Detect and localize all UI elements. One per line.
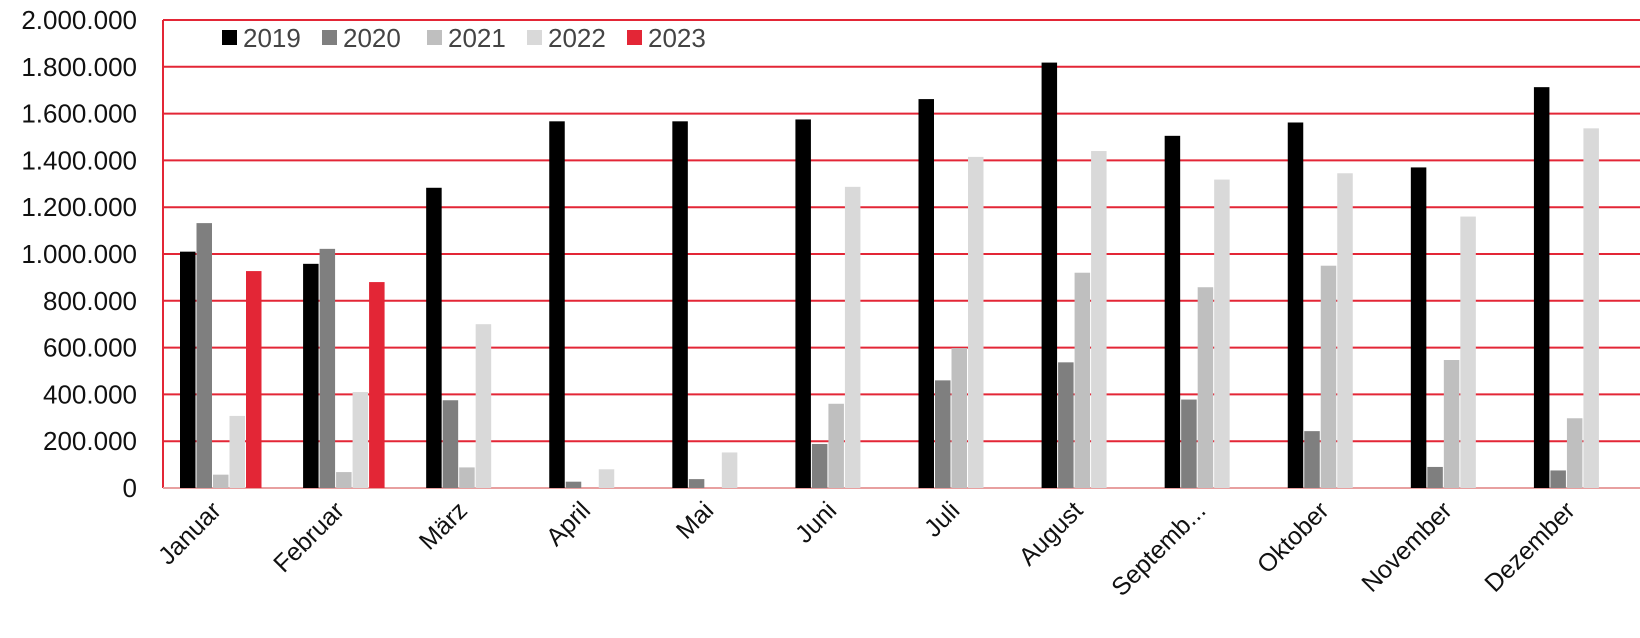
bar-2020-6 <box>935 380 951 488</box>
y-tick-label: 200.000 <box>43 426 137 456</box>
bar-2022-4 <box>721 452 738 488</box>
bar-2020-9 <box>1304 431 1320 488</box>
x-tick-label: März <box>414 496 473 555</box>
bar-2021-6 <box>951 348 967 488</box>
bar-2021-2 <box>459 467 475 488</box>
gridlines <box>162 19 1640 489</box>
bar-2021-9 <box>1320 265 1337 488</box>
bar-2019-2 <box>426 187 442 488</box>
bar-2021-7 <box>1074 272 1091 488</box>
x-tick-label: November <box>1356 496 1457 597</box>
bar-2020-11 <box>1550 470 1566 488</box>
y-tick-label: 1.400.000 <box>21 145 137 175</box>
x-axis: Januar Februar März April Mai Juni Juli August S… <box>153 496 1581 601</box>
bar-2019-1 <box>303 263 319 488</box>
legend: 2019 2020 2021 2022 2023 <box>222 23 706 53</box>
bar-2019-4 <box>672 121 688 489</box>
x-tick-label: Dezember <box>1479 496 1580 597</box>
x-tick-label: Septemb... <box>1106 496 1211 601</box>
y-tick-label: 1.800.000 <box>21 52 137 82</box>
legend-label-2021: 2021 <box>448 23 506 53</box>
y-tick-label: 2.000.000 <box>21 5 137 35</box>
bar-2019-7 <box>1041 62 1058 488</box>
y-axis: 0 200.000 400.000 600.000 800.000 1.000.000 1.… <box>21 5 137 503</box>
x-tick-label: August <box>1014 496 1089 571</box>
legend-label-2020: 2020 <box>343 23 401 53</box>
x-tick-label: Mai <box>671 496 719 544</box>
bar-2022-3 <box>598 469 615 488</box>
bar-2022-11 <box>1583 128 1599 489</box>
bar-2022-0 <box>229 415 245 488</box>
bar-2022-10 <box>1460 216 1476 488</box>
legend-label-2023: 2023 <box>648 23 706 53</box>
bar-2022-6 <box>968 156 984 488</box>
bar-2019-0 <box>180 251 196 488</box>
bar-2020-7 <box>1058 362 1074 488</box>
bar-2022-9 <box>1337 173 1353 488</box>
bars <box>180 62 1599 489</box>
y-tick-label: 1.200.000 <box>21 192 137 222</box>
bar-2022-2 <box>475 324 492 488</box>
x-tick-label: Februar <box>268 496 350 578</box>
bar-2019-10 <box>1410 167 1427 489</box>
bar-2022-5 <box>844 186 861 489</box>
bar-2020-10 <box>1427 466 1443 488</box>
bar-2021-1 <box>336 472 352 488</box>
legend-swatch-2020 <box>322 30 337 45</box>
bar-2021-8 <box>1197 287 1214 488</box>
x-tick-label: Juli <box>919 496 965 542</box>
bar-2020-1 <box>319 248 336 488</box>
legend-swatch-2019 <box>222 30 237 45</box>
x-tick-label: April <box>541 496 596 551</box>
x-tick-label: Januar <box>153 496 227 570</box>
bar-2020-0 <box>196 223 212 488</box>
legend-swatch-2021 <box>427 30 442 45</box>
y-tick-label: 800.000 <box>43 286 137 316</box>
bar-2021-11 <box>1566 418 1583 488</box>
x-tick-label: Oktober <box>1252 496 1335 579</box>
bar-2022-7 <box>1091 151 1107 489</box>
bar-2021-0 <box>213 474 229 488</box>
legend-label-2022: 2022 <box>548 23 606 53</box>
bar-2021-10 <box>1443 360 1460 488</box>
bar-2020-2 <box>442 400 459 488</box>
x-tick-label: Juni <box>790 496 842 548</box>
bar-2021-5 <box>828 403 844 488</box>
legend-swatch-2022 <box>527 30 542 45</box>
bar-2019-6 <box>918 99 934 488</box>
legend-swatch-2023 <box>627 30 642 45</box>
bar-2019-3 <box>549 121 565 489</box>
bar-2019-9 <box>1287 122 1304 488</box>
y-tick-label: 600.000 <box>43 333 137 363</box>
bar-2020-4 <box>688 479 705 488</box>
bar-2022-8 <box>1214 179 1230 488</box>
legend-label-2019: 2019 <box>243 23 301 53</box>
bar-2019-5 <box>795 119 811 488</box>
bar-2020-8 <box>1181 399 1197 488</box>
bar-2020-5 <box>811 444 828 488</box>
bar-2020-3 <box>565 481 582 488</box>
y-tick-label: 1.000.000 <box>21 239 137 269</box>
y-tick-label: 0 <box>123 473 137 503</box>
bar-2022-1 <box>352 392 369 488</box>
y-tick-label: 400.000 <box>43 379 137 409</box>
bar-2023-1 <box>369 282 385 488</box>
bar-2019-11 <box>1533 87 1550 489</box>
bar-2019-8 <box>1164 135 1181 488</box>
y-tick-label: 1.600.000 <box>21 99 137 129</box>
bar-2023-0 <box>246 271 262 488</box>
